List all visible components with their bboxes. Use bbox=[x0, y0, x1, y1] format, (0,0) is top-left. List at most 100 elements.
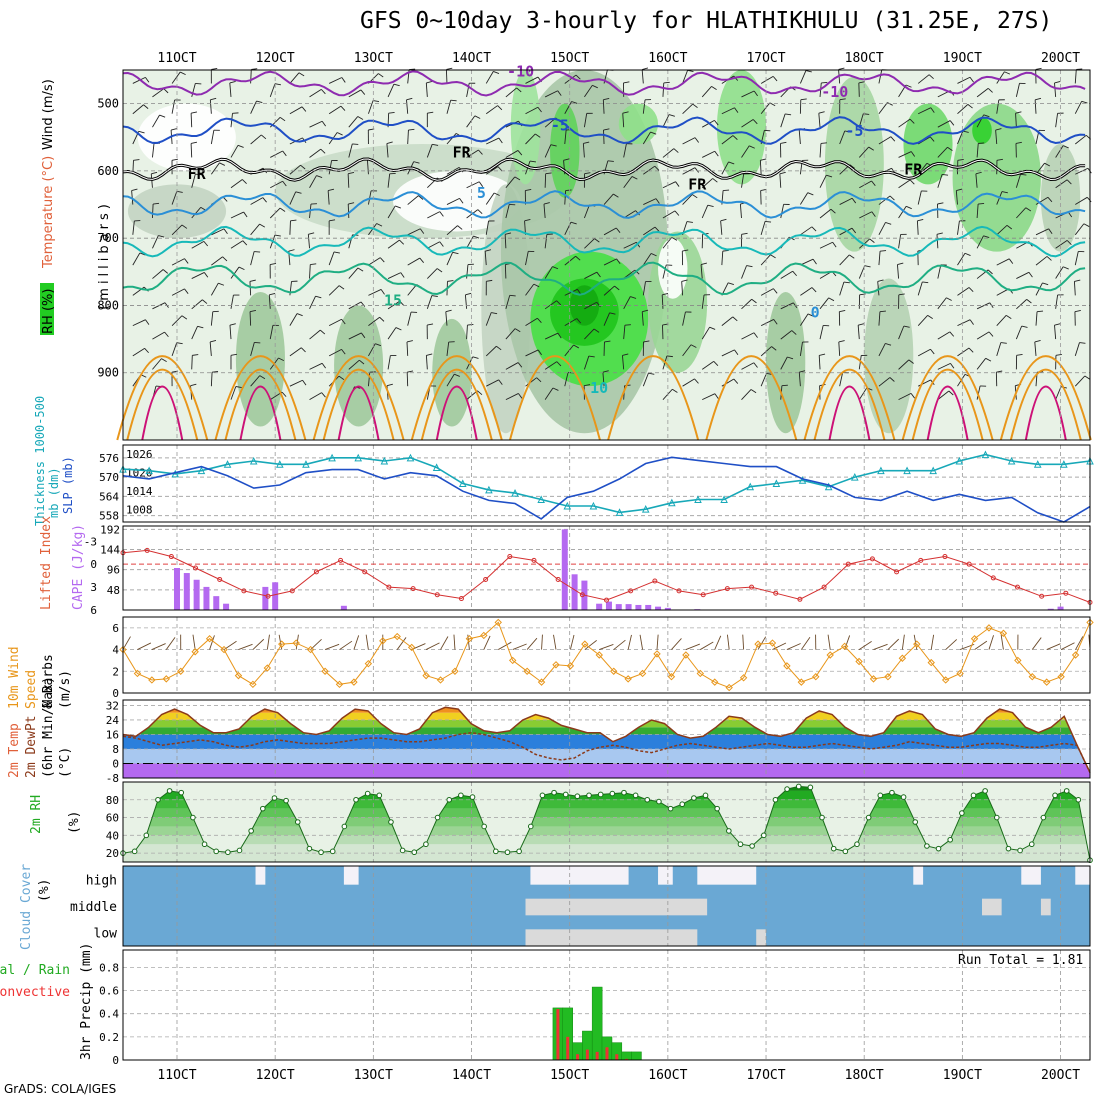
wind-barb bbox=[407, 195, 419, 205]
wind-barb-flag bbox=[811, 287, 817, 293]
precip-convective-bar bbox=[605, 1047, 609, 1060]
wind-barb-flag bbox=[812, 258, 817, 265]
wind-speed-marker bbox=[162, 675, 171, 683]
wind-barb-flag bbox=[760, 158, 767, 161]
wind-barb bbox=[583, 113, 588, 128]
wind-barb bbox=[347, 173, 350, 188]
lifted-index-marker bbox=[313, 569, 319, 575]
wind-barb bbox=[387, 355, 391, 370]
rh-marker bbox=[225, 849, 231, 856]
wind-barb-flag bbox=[613, 193, 619, 198]
wind-barb-flag bbox=[732, 316, 738, 322]
li-tick-label: 3 bbox=[90, 581, 97, 594]
wind-barb bbox=[937, 120, 951, 128]
wind-barb-flag bbox=[889, 195, 895, 201]
wind-speed-marker bbox=[364, 659, 373, 668]
wind-speed-marker bbox=[523, 667, 531, 675]
wind-barb bbox=[348, 359, 360, 370]
precip-total-bar bbox=[631, 1051, 642, 1061]
low-level-temp-contour bbox=[312, 355, 405, 441]
series-marker bbox=[641, 505, 650, 513]
lifted-index-marker bbox=[410, 586, 416, 592]
wind-barb bbox=[485, 71, 494, 84]
wind-barb-flag bbox=[485, 249, 492, 252]
lifted-index-marker bbox=[918, 557, 924, 563]
wind-barb bbox=[878, 311, 881, 326]
wind-barb-flag bbox=[709, 326, 716, 330]
wind-barb bbox=[569, 634, 575, 650]
wind-barb-flag bbox=[1042, 282, 1049, 286]
rh-legend-swatch bbox=[40, 283, 54, 335]
y-tick-label: 80 bbox=[106, 794, 119, 807]
wind-barb bbox=[873, 643, 888, 650]
y-tick-label: 0.2 bbox=[99, 1031, 119, 1044]
wind-barb-flag bbox=[967, 104, 973, 109]
rh-marker bbox=[667, 805, 674, 812]
wind-barb bbox=[525, 76, 539, 84]
cape-bar bbox=[173, 568, 180, 610]
rh-marker bbox=[993, 814, 1000, 821]
wind-barb bbox=[682, 378, 695, 387]
wind-speed-marker bbox=[1042, 678, 1051, 686]
lifted-index-marker bbox=[1063, 590, 1069, 596]
wind-barb bbox=[721, 161, 729, 175]
wind-barb bbox=[347, 203, 350, 219]
wind-barb-flag bbox=[431, 295, 438, 297]
wind-barb bbox=[623, 325, 626, 340]
wind-barb bbox=[525, 349, 539, 357]
series-marker bbox=[981, 450, 990, 459]
temp-contour-minus5 bbox=[122, 116, 1086, 145]
wind-speed-marker bbox=[566, 662, 575, 670]
wind-barb bbox=[957, 76, 971, 84]
wind-barb bbox=[387, 239, 400, 249]
wind-barb bbox=[623, 176, 633, 188]
rh-marker bbox=[341, 823, 348, 830]
wind-barb-flag bbox=[529, 160, 537, 163]
wind-barb bbox=[486, 137, 500, 145]
wind-barb-flag bbox=[557, 332, 562, 339]
wind-barb bbox=[800, 192, 809, 205]
wind-barb bbox=[387, 173, 391, 188]
wind-barb-flag bbox=[616, 258, 621, 265]
rh-marker bbox=[609, 790, 616, 797]
wind-barb bbox=[741, 145, 750, 158]
y-tick-label: 0 bbox=[112, 1054, 119, 1067]
thickness-frame bbox=[122, 444, 1091, 523]
cape-bar bbox=[193, 579, 200, 610]
rh-marker bbox=[213, 848, 220, 855]
wind-barb bbox=[721, 135, 734, 145]
cloud-cell bbox=[1075, 866, 1090, 885]
wind-barb-flag bbox=[1081, 100, 1088, 104]
low-level-temp-contour bbox=[1024, 385, 1067, 441]
rh-marker bbox=[306, 845, 313, 852]
wind-barb bbox=[878, 222, 886, 236]
wind-barb bbox=[152, 358, 162, 370]
y-tick-label: 0.6 bbox=[99, 985, 119, 998]
wind-barb bbox=[191, 355, 193, 370]
dewpoint-line bbox=[122, 731, 1091, 773]
rh-marker bbox=[830, 845, 837, 852]
wind-barb bbox=[368, 343, 376, 357]
wind-barb bbox=[324, 643, 340, 650]
wind-barb bbox=[406, 341, 409, 356]
rh-band bbox=[123, 808, 1090, 818]
y-axis-title-part: & Barbs bbox=[41, 654, 56, 709]
wind-barb-flag bbox=[301, 106, 307, 112]
wind-barb-flag bbox=[537, 349, 542, 356]
wind-barb bbox=[1034, 341, 1037, 356]
wind-barb-flag bbox=[256, 100, 263, 104]
lifted-index-marker bbox=[265, 593, 271, 599]
wind-barb bbox=[642, 131, 651, 145]
cloud-cell bbox=[982, 898, 1002, 916]
wind-barb-flag bbox=[279, 207, 286, 212]
lifted-index-marker bbox=[434, 592, 440, 598]
rh-marker bbox=[644, 796, 651, 803]
wind-barb bbox=[742, 634, 745, 650]
cape-bar bbox=[655, 606, 662, 610]
wind-barb-flag bbox=[662, 293, 669, 296]
wind-barb-flag bbox=[407, 370, 414, 373]
wind-barb bbox=[191, 83, 196, 98]
rh-panel: 20 40 60 80 2m RH (%) bbox=[29, 782, 1093, 864]
y-axis-title-part: (%) bbox=[67, 811, 82, 834]
